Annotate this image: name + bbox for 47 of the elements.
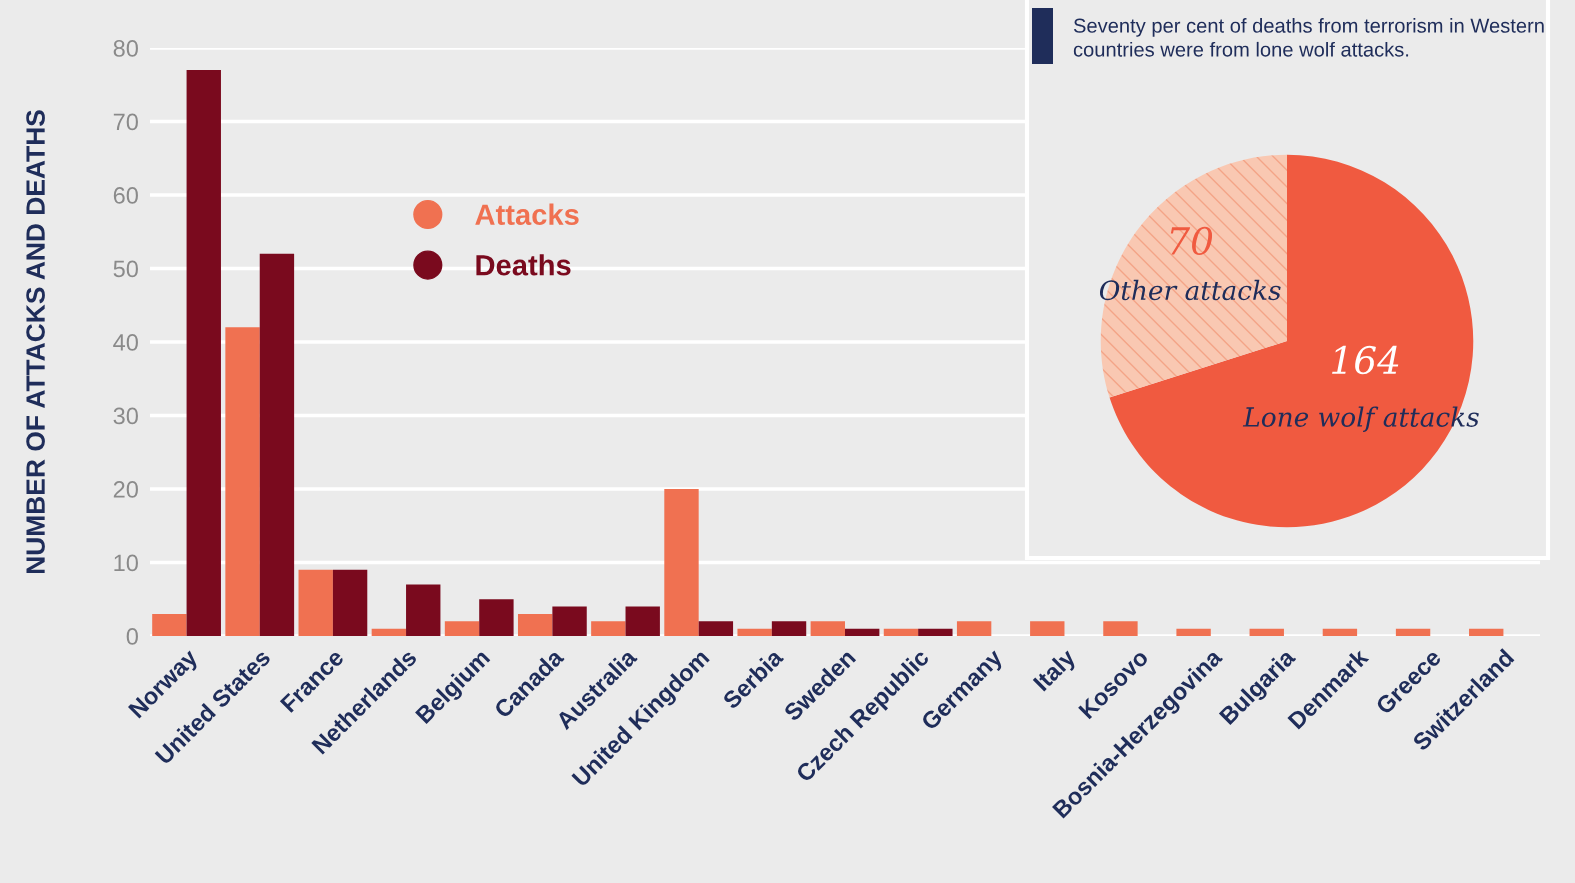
- y-tick-label: 20: [113, 481, 138, 498]
- bar: [918, 628, 953, 636]
- y-tick-label: 10: [114, 554, 138, 572]
- y-tick-label: 80: [113, 40, 138, 57]
- bar: [517, 613, 553, 636]
- bar: [810, 621, 845, 636]
- y-tick-label: 0: [126, 628, 138, 645]
- y-tick-label: 40: [113, 334, 138, 351]
- y-tick-label: 70: [113, 113, 138, 131]
- bar: [298, 569, 333, 636]
- bar: [956, 621, 992, 636]
- y-tick-label: 30: [113, 407, 138, 425]
- bar: [845, 628, 880, 636]
- bar: [698, 621, 734, 636]
- bar: [225, 327, 260, 636]
- bar: [444, 621, 480, 636]
- bar: [1322, 628, 1358, 636]
- bar: [1249, 628, 1284, 636]
- bar: [552, 606, 587, 636]
- bar: [771, 621, 807, 636]
- bar: [186, 70, 221, 636]
- y-tick-label: 60: [113, 187, 138, 204]
- bar: [883, 628, 919, 636]
- annotation: Seventy per cent of deaths from terrorism in Western countries were from lone wolf attacks.: [1073, 18, 1544, 57]
- bar: [664, 489, 699, 636]
- bar: [591, 621, 626, 636]
- bar: [1103, 621, 1138, 636]
- slice-label: Other attacks: [1099, 279, 1281, 301]
- legend-label: Attacks: [475, 203, 579, 226]
- bar: [1395, 628, 1431, 636]
- bar: [332, 569, 368, 636]
- bar: [406, 584, 441, 636]
- bar: [1469, 628, 1504, 636]
- bar: [371, 628, 407, 636]
- pie-slice: [1100, 154, 1287, 398]
- data-label: 70: [1170, 226, 1213, 256]
- bar: [479, 599, 514, 636]
- bar: [1176, 628, 1211, 636]
- bar: [1030, 621, 1065, 636]
- y-tick-label: 50: [113, 260, 138, 278]
- data-label: 164: [1332, 345, 1399, 375]
- bar: [737, 628, 772, 636]
- y-axis-title: NUMBER OF ATTACKS AND DEATHS: [26, 110, 45, 574]
- bar: [259, 253, 295, 636]
- legend-label: Deaths: [476, 254, 571, 276]
- bar: [625, 606, 660, 636]
- bar: [152, 613, 187, 636]
